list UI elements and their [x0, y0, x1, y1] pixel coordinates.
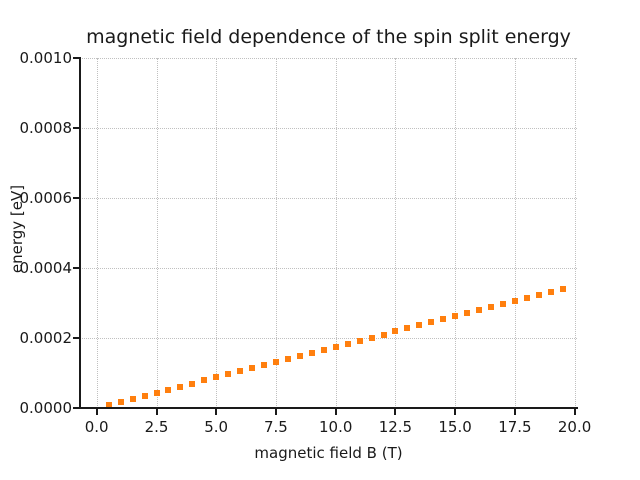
horizontal-grid-line: [80, 128, 577, 129]
data-point: [523, 294, 530, 301]
data-point: [392, 328, 399, 335]
y-tick-label: 0.0000: [19, 399, 73, 417]
horizontal-grid-line: [80, 268, 577, 269]
horizontal-grid-line: [80, 58, 577, 59]
data-point: [488, 303, 494, 310]
x-tick-label: 7.5: [263, 418, 288, 436]
data-point: [165, 386, 172, 393]
vertical-grid-line: [216, 58, 218, 408]
x-tick-mark: [95, 409, 98, 415]
data-point: [511, 297, 518, 304]
vertical-grid-line: [156, 58, 158, 408]
vertical-grid-line: [395, 58, 397, 408]
data-point: [249, 365, 255, 372]
chart-title: magnetic field dependence of the spin sp…: [86, 26, 571, 48]
data-point: [452, 313, 459, 320]
x-tick-label: 17.5: [498, 418, 532, 436]
vertical-grid-line: [455, 58, 457, 408]
data-point: [237, 368, 244, 375]
data-point: [213, 374, 220, 381]
data-point: [189, 380, 196, 387]
data-point: [261, 362, 267, 369]
data-point: [368, 334, 375, 341]
y-tick-label: 0.0002: [19, 329, 73, 347]
x-tick-label: 2.5: [144, 418, 169, 436]
horizontal-grid-line: [80, 198, 577, 199]
data-point: [476, 307, 482, 313]
y-tick-label: 0.0006: [19, 189, 73, 207]
x-tick-mark: [274, 409, 277, 415]
data-point: [117, 398, 124, 405]
data-point: [308, 349, 315, 356]
y-axis-spine: [79, 57, 81, 409]
x-tick-mark: [454, 409, 457, 415]
y-tick-label: 0.0004: [19, 259, 73, 277]
y-tick-mark: [73, 197, 79, 199]
vertical-grid-line: [275, 58, 277, 408]
data-point: [464, 310, 471, 317]
x-tick-mark: [215, 409, 218, 415]
data-point: [272, 359, 279, 366]
data-point: [284, 356, 291, 362]
x-tick-label: 0.0: [84, 418, 109, 436]
data-point: [320, 346, 327, 353]
data-point: [535, 291, 542, 298]
data-point: [559, 285, 566, 292]
x-tick-mark: [513, 409, 516, 415]
y-tick-mark: [73, 337, 79, 339]
data-point: [499, 300, 506, 307]
horizontal-grid-line: [80, 338, 577, 339]
x-tick-mark: [573, 409, 576, 415]
data-point: [129, 395, 136, 402]
data-point: [225, 371, 232, 378]
y-tick-mark: [73, 57, 79, 59]
vertical-grid-line: [574, 58, 576, 408]
data-point: [404, 325, 411, 332]
data-point: [177, 383, 184, 390]
x-tick-label: 5.0: [204, 418, 229, 436]
y-tick-label: 0.0008: [19, 119, 73, 137]
x-axis-spine: [79, 407, 578, 409]
data-point: [547, 288, 554, 295]
data-point: [153, 389, 160, 396]
data-point: [201, 377, 208, 384]
x-tick-mark: [394, 409, 397, 415]
plot-area: [80, 58, 577, 408]
data-point: [344, 340, 351, 347]
x-tick-label: 20.0: [557, 418, 592, 436]
vertical-grid-line: [514, 58, 516, 408]
data-point: [440, 316, 447, 323]
data-point: [296, 352, 303, 359]
x-axis-label: magnetic field B (T): [254, 444, 403, 462]
x-tick-label: 10.0: [318, 418, 353, 436]
y-tick-mark: [73, 127, 79, 129]
data-point: [141, 392, 148, 399]
data-point: [332, 343, 339, 350]
data-point: [380, 331, 387, 338]
data-point: [416, 322, 423, 329]
data-point: [428, 319, 435, 326]
data-point: [105, 401, 112, 408]
data-point: [356, 337, 363, 344]
x-tick-label: 12.5: [378, 418, 413, 436]
y-tick-mark: [73, 407, 79, 409]
y-tick-label: 0.0010: [19, 49, 73, 67]
y-tick-mark: [73, 267, 79, 269]
x-tick-label: 15.0: [438, 418, 472, 436]
x-tick-mark: [155, 409, 158, 415]
x-tick-mark: [334, 409, 337, 415]
vertical-grid-line: [335, 58, 337, 408]
vertical-grid-line: [96, 58, 98, 408]
